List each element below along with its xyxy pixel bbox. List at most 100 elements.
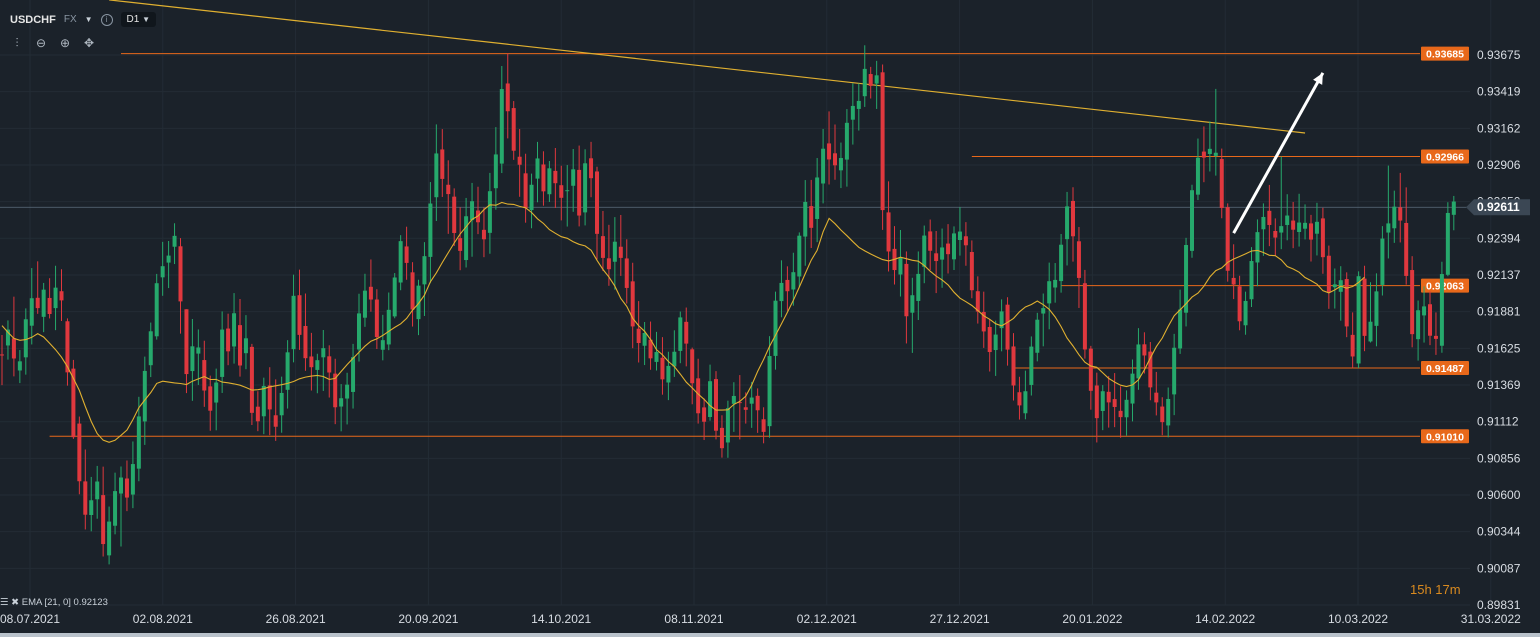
candle-body [1368, 321, 1373, 342]
candle-body [5, 329, 10, 346]
candle-body [309, 356, 314, 368]
candle-body [11, 338, 16, 359]
candle-body [1380, 238, 1385, 285]
candle-body [452, 196, 457, 233]
candle-body [1023, 391, 1028, 414]
candle-body [749, 397, 754, 404]
candle-body [77, 423, 82, 482]
timeframe-select[interactable]: D1 ▼ [120, 12, 157, 27]
indicators-icon[interactable]: ⫶ [15, 36, 19, 50]
candle-body [297, 295, 302, 335]
candle-body [107, 521, 112, 556]
candle-body [154, 283, 159, 337]
ema-legend-text: EMA [21, 0] 0.92123 [21, 597, 108, 608]
candle-body [416, 285, 421, 320]
candle-body [1404, 222, 1409, 276]
candle-body [1410, 270, 1415, 335]
candle-body [928, 231, 933, 251]
candle-body [35, 297, 40, 309]
candle-body [136, 416, 141, 469]
candle-body [583, 163, 588, 213]
candle-body [833, 153, 837, 166]
candle-body [1451, 201, 1456, 215]
candle-body [600, 236, 605, 258]
symbol-label[interactable]: USDCHF [10, 13, 56, 26]
candle-body [785, 279, 790, 292]
y-tick-label: 0.90856 [1477, 451, 1521, 465]
candle-body [505, 83, 510, 112]
candle-body [148, 331, 153, 366]
candle-body [719, 427, 724, 449]
candle-body [428, 203, 433, 257]
candle-body [327, 356, 332, 373]
candle-body [1065, 206, 1070, 240]
market-label[interactable]: FX [63, 14, 77, 25]
timeframe-label: D1 [126, 14, 140, 25]
info-icon[interactable]: i [100, 13, 113, 26]
crosshair-move-icon[interactable]: ✥ [83, 36, 95, 50]
candle-body [541, 164, 546, 192]
candle-body [511, 108, 516, 151]
bottom-scrollbar[interactable] [0, 633, 1540, 637]
candle-body [803, 201, 808, 237]
candle-body [1309, 223, 1313, 240]
forecast-arrow-shaft [1232, 72, 1325, 234]
last-price-tag [1466, 199, 1530, 216]
candle-body [714, 379, 718, 431]
x-tick-label: 02.08.2021 [133, 612, 193, 626]
y-axis: 0.936750.934190.931620.929060.926500.923… [1466, 48, 1530, 612]
zoom-in-icon[interactable]: ⊕ [59, 36, 71, 50]
candle-body [755, 395, 760, 411]
candle-body [969, 252, 974, 291]
candle-body [1118, 410, 1123, 418]
candle-body [1261, 216, 1266, 230]
candle-body [1100, 391, 1105, 411]
menu-icon[interactable]: ☰ [0, 597, 9, 608]
candle-body [910, 295, 915, 313]
x-tick-label: 08.11.2021 [664, 612, 723, 626]
y-tick-label: 0.90600 [1477, 488, 1521, 502]
candle-body [731, 395, 736, 404]
candle-body [166, 255, 171, 263]
x-tick-label: 14.10.2021 [531, 612, 591, 626]
level-price-label: 0.91010 [1426, 431, 1464, 443]
candle-body [1082, 283, 1087, 350]
candle-body [946, 243, 951, 255]
candle-body [89, 500, 94, 516]
candle-body [809, 206, 814, 228]
candle-body [761, 419, 766, 432]
candle-body [1344, 279, 1349, 327]
ema-legend[interactable]: ☰ ✖ EMA [21, 0] 0.92123 [0, 597, 108, 608]
candle-body [1279, 226, 1284, 233]
candle-body [333, 373, 338, 408]
candle-body [351, 357, 356, 392]
candle-body [142, 370, 147, 422]
candle-body [208, 386, 213, 411]
candle-body [47, 297, 52, 314]
y-tick-label: 0.90344 [1477, 525, 1521, 539]
candle-body [190, 346, 195, 372]
candle-body [1195, 157, 1200, 195]
candle-body [981, 311, 986, 332]
chart-tools: ⫶ ⊖ ⊕ ✥ [10, 36, 96, 51]
candle-body [65, 321, 70, 373]
candle-body [791, 272, 796, 290]
x-tick-label: 27.12.2021 [930, 612, 990, 626]
last-price-label: 0.92611 [1477, 200, 1520, 214]
level-price-tag [1421, 361, 1469, 376]
candle-body [571, 169, 576, 186]
candle-body [1297, 222, 1302, 232]
candle-body [952, 233, 956, 260]
candle-body [285, 352, 290, 390]
candle-body [1273, 230, 1278, 238]
close-icon[interactable]: ✖ [11, 597, 20, 608]
zoom-out-icon[interactable]: ⊖ [35, 36, 47, 50]
candle-body [636, 328, 641, 344]
candle-body [1201, 151, 1206, 158]
candle-body [660, 357, 665, 380]
x-tick-label: 26.08.2021 [266, 612, 326, 626]
chevron-down-icon[interactable]: ▼ [84, 15, 93, 24]
candle-body [1017, 392, 1022, 406]
y-tick-label: 0.92906 [1477, 158, 1521, 172]
